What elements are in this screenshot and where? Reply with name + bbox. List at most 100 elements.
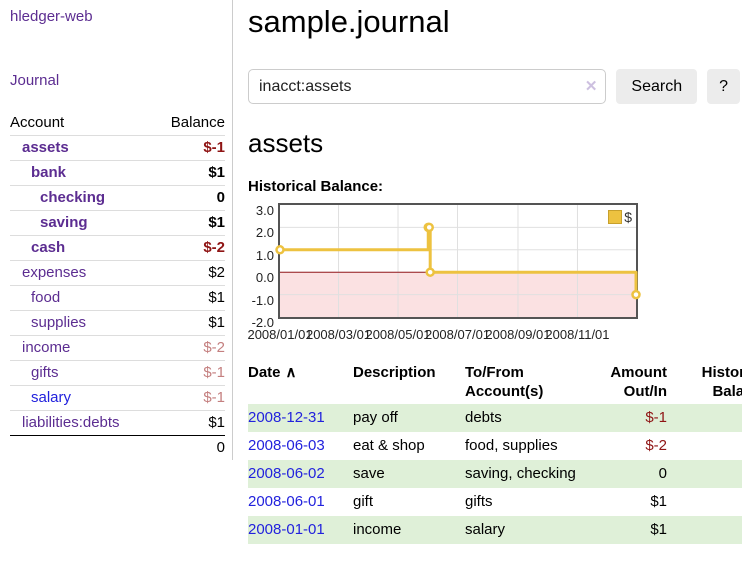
- account-row: checking 0: [10, 185, 225, 211]
- account-balance: 0: [153, 185, 225, 211]
- account-row: liabilities:debts $1: [10, 410, 225, 436]
- running-balance: $2: [675, 460, 742, 488]
- account-row: bank $1: [10, 160, 225, 186]
- app-title-link[interactable]: hledger-web: [10, 8, 93, 25]
- transaction-description: pay off: [353, 409, 398, 426]
- y-axis-tick-label: -2.0: [251, 315, 274, 330]
- account-balance: $1: [153, 285, 225, 311]
- account-link[interactable]: income: [22, 339, 71, 356]
- running-balance: $1: [675, 516, 742, 544]
- accounts-total-row: 0: [10, 435, 225, 459]
- chart-section-label: Historical Balance:: [248, 178, 384, 195]
- account-balance: $2: [153, 260, 225, 286]
- search-input[interactable]: [248, 69, 607, 104]
- account-row: income $-2: [10, 335, 225, 361]
- account-balance: $-1: [153, 385, 225, 411]
- account-row: gifts $-1: [10, 360, 225, 386]
- chart-canvas: [275, 205, 641, 317]
- transaction-amount: $-2: [645, 437, 667, 454]
- account-balance: $1: [153, 310, 225, 336]
- transaction-description: income: [353, 521, 402, 538]
- x-axis-tick-label: 2008/03/01: [305, 327, 372, 342]
- register-body: 2008-12-31 pay off debts $-1 $-1 2008-06-03 ea…: [248, 404, 742, 544]
- transaction-amount: $-1: [645, 409, 667, 426]
- transaction-description: save: [353, 465, 385, 482]
- x-axis-tick-label: 2008/05/01: [365, 327, 431, 342]
- accounts-header-account: Account: [10, 111, 154, 136]
- legend-swatch-icon: [608, 210, 623, 224]
- column-label: Description: [353, 364, 436, 381]
- accounts-table-body: assets $-1 bank $1 checking 0 saving $1 cash $-2 e…: [10, 136, 225, 436]
- account-row: expenses $2: [10, 260, 225, 286]
- account-link[interactable]: cash: [31, 239, 66, 256]
- y-axis-tick-label: 0.0: [255, 270, 274, 286]
- account-balance: $-2: [153, 335, 225, 361]
- transaction-amount: $1: [650, 493, 667, 510]
- search-button[interactable]: Search: [616, 69, 698, 104]
- transaction-date-link[interactable]: 2008-01-01: [248, 521, 325, 538]
- column-label: Date: [248, 364, 281, 381]
- transaction-accounts: debts: [465, 409, 502, 426]
- transaction-date-link[interactable]: 2008-12-31: [248, 409, 325, 426]
- account-balance: $-2: [153, 235, 225, 261]
- account-link[interactable]: bank: [31, 164, 67, 181]
- transaction-date-link[interactable]: 2008-06-01: [248, 493, 325, 510]
- accounts-table: Account Balance assets $-1 bank $1 checking 0…: [10, 111, 225, 459]
- accounts-table-header-row: Account Balance: [10, 111, 225, 136]
- column-label: To/From Account(s): [465, 364, 544, 400]
- register-header-row: Date ∧ Description To/From Account(s) Amount…: [248, 361, 742, 404]
- account-row: food $1: [10, 285, 225, 311]
- running-balance: $-1: [675, 404, 742, 432]
- sidebar-item-journal[interactable]: Journal: [10, 72, 60, 89]
- transaction-accounts: saving, checking: [465, 465, 576, 482]
- account-row: saving $1: [10, 210, 225, 236]
- register-header-to-from-account-s-: To/From Account(s): [465, 361, 589, 404]
- register-header-date[interactable]: Date ∧: [248, 361, 353, 404]
- chart-plot-area: $: [275, 203, 641, 319]
- transaction-description: eat & shop: [353, 437, 425, 454]
- account-link[interactable]: liabilities:debts: [22, 414, 120, 431]
- help-button[interactable]: ?: [707, 69, 740, 104]
- account-link[interactable]: checking: [40, 189, 106, 206]
- account-link[interactable]: expenses: [22, 264, 87, 281]
- sidebar-nav: Journal: [10, 72, 225, 90]
- account-row: salary $-1: [10, 385, 225, 411]
- account-link[interactable]: salary: [31, 389, 72, 406]
- page-title: sample.journal: [248, 4, 450, 39]
- x-axis-tick-label: 2008/01/01: [247, 327, 313, 342]
- account-link[interactable]: gifts: [31, 364, 59, 381]
- sidebar: hledger-web Journal Account Balance asse…: [0, 0, 233, 460]
- account-link[interactable]: food: [31, 289, 61, 306]
- transaction-amount: $1: [650, 521, 667, 538]
- register-row: 2008-12-31 pay off debts $-1 $-1: [248, 404, 742, 432]
- account-row: supplies $1: [10, 310, 225, 336]
- account-link[interactable]: assets: [22, 139, 69, 156]
- register-header-description: Description: [353, 361, 465, 404]
- register-row: 2008-06-02 save saving, checking 0 $2: [248, 460, 742, 488]
- column-label: Amount Out/In: [610, 364, 667, 400]
- clear-search-icon[interactable]: ✕: [584, 78, 598, 95]
- transaction-accounts: food, supplies: [465, 437, 558, 454]
- register-row: 2008-01-01 income salary $1 $1: [248, 516, 742, 544]
- accounts-total-value: 0: [153, 435, 225, 459]
- transaction-accounts: salary: [465, 521, 506, 538]
- chart-legend: $: [608, 209, 632, 225]
- running-balance: 0: [675, 432, 742, 460]
- x-axis-tick-label: 2008/11/01: [545, 327, 610, 342]
- account-link[interactable]: saving: [40, 214, 88, 231]
- account-balance: $1: [153, 210, 225, 236]
- account-balance: $-1: [153, 360, 225, 386]
- y-axis-tick-label: -1.0: [251, 292, 274, 308]
- transaction-description: gift: [353, 493, 374, 510]
- balance-chart: $ 3.0 2.0 1.0 0.0 -1.0 -2.0 2008/01/01 2008/03/…: [247, 203, 740, 345]
- transaction-amount: 0: [658, 465, 667, 482]
- account-row: assets $-1: [10, 136, 225, 161]
- account-link[interactable]: supplies: [31, 314, 87, 331]
- register-header-amount-out-in: Amount Out/In: [589, 361, 675, 404]
- transaction-date-link[interactable]: 2008-06-03: [248, 437, 325, 454]
- y-axis-tick-label: 1.0: [255, 247, 274, 263]
- sort-asc-icon: ∧: [285, 364, 297, 381]
- transaction-date-link[interactable]: 2008-06-02: [248, 465, 325, 482]
- register-row: 2008-06-03 eat & shop food, supplies $-2 0: [248, 432, 742, 460]
- search-bar: ✕ Search ?: [248, 69, 740, 104]
